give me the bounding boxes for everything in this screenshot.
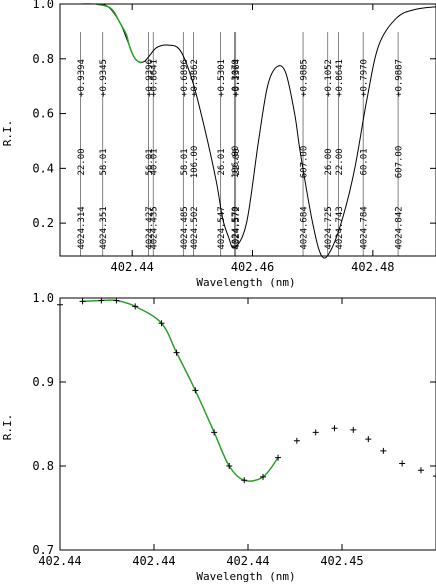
top-y-tick-label: 0.8 (32, 52, 54, 66)
data-point-marker (365, 436, 372, 443)
line-label-value: +0.5301 (217, 59, 227, 97)
line-label-value: +0.8641 (150, 59, 160, 97)
top-line-markers: +0.9394 22.00 4024.314 +0.9345 58.01 4024.351… (77, 32, 405, 256)
bottom-x-tick-label: 402.44 (132, 554, 175, 568)
top-y-axis-title: R.I. (1, 120, 14, 147)
data-point-marker (192, 387, 199, 394)
line-label-value: +0.8641 (335, 59, 345, 97)
bottom-x-tick-label: 402.44 (38, 554, 81, 568)
line-label-value: +0.1364 (232, 59, 242, 97)
data-point-marker (241, 477, 248, 484)
bottom-y-tick-label: 0.9 (32, 375, 54, 389)
line-label-intensity: 58.01 (180, 148, 190, 175)
top-x-tick-label: 402.48 (351, 260, 394, 274)
data-point-marker (293, 437, 300, 444)
line-label-value: +0.6896 (180, 59, 190, 97)
line-label-intensity: 58.01 (99, 148, 109, 175)
bottom-y-axis-title: R.I. (1, 414, 14, 441)
data-point-marker (260, 473, 267, 480)
line-label-wavelength: 4024.784 (360, 206, 370, 249)
line-label-intensity: 56.01 (145, 148, 155, 175)
line-label-wavelength: 4024.435 (150, 206, 160, 249)
line-label-value: +0.9885 (300, 59, 310, 97)
top-plot-frame (59, 3, 436, 257)
data-point-marker (350, 426, 357, 433)
top-y-tick-label: 0.6 (32, 107, 54, 121)
line-label-wavelength: 4024.725 (324, 206, 334, 249)
bottom-y-tick-label: 0.7 (32, 543, 54, 557)
line-label-value: +0.1052 (324, 59, 334, 97)
bottom-x-tick-label: 402.45 (320, 554, 363, 568)
top-x-tick-label: 402.46 (231, 260, 274, 274)
data-point-marker (211, 429, 218, 436)
data-point-marker (331, 425, 338, 432)
data-point-marker (158, 320, 165, 327)
data-point-marker (275, 454, 282, 461)
line-label-value: +0.7970 (360, 59, 370, 97)
line-label-intensity: 22.00 (335, 148, 345, 175)
line-label-intensity: 26.01 (217, 148, 227, 175)
line-label-wavelength: 4024.842 (395, 206, 405, 249)
bottom-x-axis-title: Wavelength (nm) (196, 570, 295, 583)
top-axes: 402.44 402.46 402.48 0.2 0.4 0.6 0.8 1.0 (32, 0, 436, 274)
line-label-intensity: 60.01 (360, 148, 370, 175)
line-label-intensity: 607.00 (395, 146, 405, 179)
line-label-value: +0.9862 (190, 59, 200, 97)
line-label-wavelength: 4024.547 (217, 206, 227, 249)
top-x-axis-title: Wavelength (nm) (196, 276, 295, 289)
top-x-tick-label: 402.44 (111, 260, 154, 274)
data-point-marker (399, 460, 406, 467)
line-label-value: +0.9345 (99, 59, 109, 97)
top-y-tick-label: 0.2 (32, 216, 54, 230)
data-point-marker (113, 297, 120, 304)
data-point-marker (173, 349, 180, 356)
line-label-intensity: 26.00 (324, 148, 334, 175)
data-point-marker (417, 467, 424, 474)
top-fit-line (95, 3, 142, 64)
data-point-marker (312, 429, 319, 436)
line-label-wavelength: 4024.314 (77, 206, 87, 249)
data-point-marker (226, 463, 233, 469)
line-label-wavelength: 4024.572 (232, 206, 242, 249)
top-y-tick-label: 0.4 (32, 161, 54, 175)
line-label-wavelength: 4024.351 (99, 206, 109, 249)
data-point-marker (132, 303, 139, 310)
line-label-value: +0.9394 (77, 59, 87, 97)
line-label-intensity: 607.00 (300, 146, 310, 179)
data-point-marker (433, 473, 436, 480)
bottom-x-tick-label: 402.44 (226, 554, 269, 568)
line-label-value: +0.9396 (145, 59, 155, 97)
line-label-wavelength: 4024.427 (145, 206, 155, 249)
line-label-intensity: 40.01 (150, 148, 160, 175)
line-label-intensity: 22.00 (232, 148, 242, 175)
top-y-tick-label: 1.0 (32, 0, 54, 11)
data-point-marker (79, 298, 86, 305)
bottom-axes: 402.44 402.44 402.44 402.45 0.7 0.8 0.9 1.0 (32, 291, 436, 568)
top-panel: +0.9394 22.00 4024.314 +0.9345 58.01 4024.351… (1, 0, 436, 289)
bottom-y-tick-label: 0.8 (32, 459, 54, 473)
line-label-wavelength: 4024.502 (190, 206, 200, 249)
bottom-data-markers (57, 297, 436, 484)
line-label-intensity: 22.00 (77, 148, 87, 175)
data-point-marker (98, 297, 105, 304)
bottom-y-tick-label: 1.0 (32, 291, 54, 305)
line-label-wavelength: 4024.485 (180, 206, 190, 249)
line-label-value: +0.9887 (395, 59, 405, 97)
bottom-panel: 402.44 402.44 402.44 402.45 0.7 0.8 0.9 1.0 Wav… (1, 291, 436, 583)
data-point-marker (380, 447, 387, 454)
line-label-wavelength: 4024.684 (300, 206, 310, 249)
line-label-intensity: 106.00 (190, 146, 200, 179)
